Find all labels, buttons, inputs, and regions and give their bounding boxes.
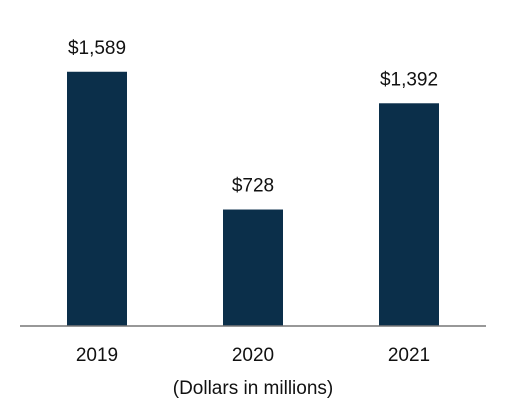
x-tick-label: 2019 [76,345,118,366]
value-label: $1,589 [68,38,126,59]
bar [379,103,439,326]
x-tick-label: 2021 [388,345,430,366]
value-label: $1,392 [380,69,438,90]
bar [223,209,283,326]
x-axis-title: (Dollars in millions) [173,378,333,399]
value-label: $728 [232,176,274,197]
bar [67,71,127,326]
x-tick-label: 2020 [232,345,274,366]
